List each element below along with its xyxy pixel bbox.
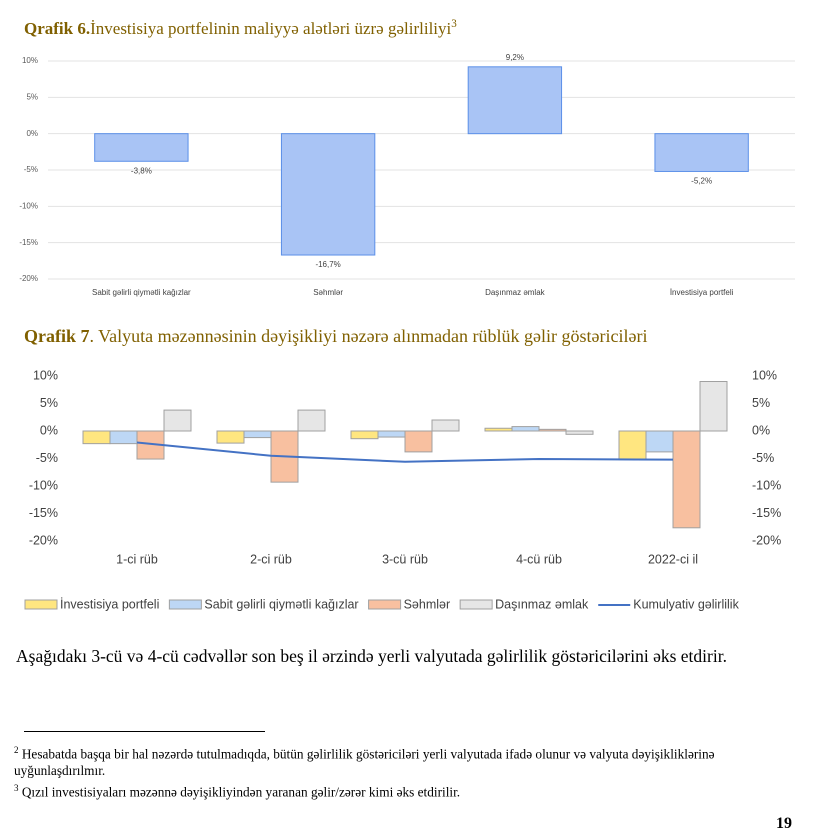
bar: [216, 430, 245, 444]
y2-tick-label: -10%: [752, 478, 781, 492]
bar: [618, 430, 647, 461]
y2-tick-label: -15%: [752, 506, 781, 520]
legend-swatch: [168, 599, 202, 610]
legend-swatch: [459, 599, 493, 610]
footnote: 2 Hesabatda başqa bir hal nəzərdə tutulm…: [14, 742, 804, 779]
value-label: -3,8%: [131, 166, 152, 175]
chart-title-text: . Valyuta məzənnəsinin dəyişikliyi nəzər…: [90, 326, 648, 346]
y-tick-label: -5%: [36, 451, 58, 465]
paragraph: Aşağıdakı 3-cü və 4-cü cədvəllər son beş…: [16, 646, 727, 666]
legend-label: Səhmlər: [404, 597, 451, 611]
chart-title-label: Qrafik 6.: [24, 19, 90, 38]
y2-tick-label: -5%: [752, 451, 774, 465]
bar: [511, 426, 540, 432]
y-tick-label: -20%: [19, 274, 38, 283]
x-tick-label: 3-cü rüb: [382, 552, 428, 566]
bar: [163, 409, 192, 432]
charts: Qrafik 6.İnvestisiya portfelinin maliyyə…: [19, 18, 795, 611]
footnote-text: Hesabatda başqa bir hal nəzərdə tutulmad…: [14, 746, 715, 779]
bar: [538, 428, 567, 432]
bar: [654, 133, 749, 172]
x-tick-label: 4-cü rüb: [516, 552, 562, 566]
footnote: 3 Qızıl investisiyaları məzənnə dəyişikl…: [14, 780, 804, 800]
bar: [297, 409, 326, 432]
y2-tick-label: 10%: [752, 368, 777, 382]
bar: [109, 430, 138, 445]
y-tick-label: 0%: [26, 129, 38, 138]
bar: [672, 430, 701, 529]
y2-tick-label: -20%: [752, 533, 781, 547]
bar: [350, 430, 379, 440]
line: [136, 441, 674, 463]
legend-swatch: [24, 599, 58, 610]
value-label: -16,7%: [315, 260, 340, 269]
bar: [94, 133, 189, 162]
chart-title: Qrafik 6.İnvestisiya portfelinin maliyyə…: [24, 18, 457, 38]
bar: [280, 133, 376, 256]
y-tick-label: 10%: [33, 368, 58, 382]
legend-label: Daşınmaz əmlak: [495, 597, 589, 611]
y2-tick-label: 5%: [752, 396, 770, 410]
bar: [431, 419, 460, 432]
footnote-mark: 2: [14, 745, 19, 755]
bar: [645, 430, 674, 453]
chart-title-label: Qrafik 7: [24, 326, 90, 346]
bar: [699, 381, 728, 432]
legend-label: İnvestisiya portfeli: [60, 597, 159, 611]
value-label: 9,2%: [506, 53, 524, 62]
x-tick-label: 2-ci rüb: [250, 552, 292, 566]
footnote-rule: [24, 731, 265, 732]
bar: [484, 427, 513, 432]
bar: [82, 430, 111, 445]
legend-label: Kumulyativ gəlirlilik: [633, 597, 739, 611]
footnote-text: Qızıl investisiyaları məzənnə dəyişikliy…: [21, 784, 461, 800]
y-tick-label: -10%: [29, 478, 58, 492]
x-tick-label: İnvestisiya portfeli: [670, 288, 734, 297]
y-tick-label: 5%: [40, 396, 58, 410]
value-label: -5,2%: [691, 177, 712, 186]
bar: [377, 430, 406, 438]
x-tick-label: 2022-ci il: [648, 552, 698, 566]
chart-title-text: İnvestisiya portfelinin maliyyə alətləri…: [90, 19, 451, 38]
bar: [565, 430, 594, 435]
chart-title-note: 3: [451, 18, 457, 30]
chart-title: Qrafik 7. Valyuta məzənnəsinin dəyişikli…: [24, 326, 648, 346]
y-tick-label: -15%: [29, 506, 58, 520]
page-number: 19: [776, 815, 792, 829]
legend-label: Sabit gəlirli qiymətli kağızlar: [204, 597, 358, 611]
y-tick-label: -5%: [24, 165, 38, 174]
y-tick-label: -20%: [29, 533, 58, 547]
y-tick-label: -15%: [19, 238, 38, 247]
footnote-mark: 3: [14, 783, 19, 793]
legend-swatch: [368, 599, 402, 610]
x-tick-label: Səhmlər: [313, 288, 343, 297]
bar: [243, 430, 272, 439]
x-tick-label: Daşınmaz əmlak: [485, 288, 546, 297]
x-tick-label: 1-ci rüb: [116, 552, 158, 566]
bar: [404, 430, 433, 453]
y-tick-label: 0%: [40, 423, 58, 437]
y-tick-label: 5%: [26, 92, 38, 101]
bar: [467, 66, 563, 135]
y2-tick-label: 0%: [752, 423, 770, 437]
y-tick-label: -10%: [19, 201, 38, 210]
y-tick-label: 10%: [22, 56, 38, 65]
x-tick-label: Sabit gəlirli qiymətli kağızlar: [92, 288, 191, 297]
